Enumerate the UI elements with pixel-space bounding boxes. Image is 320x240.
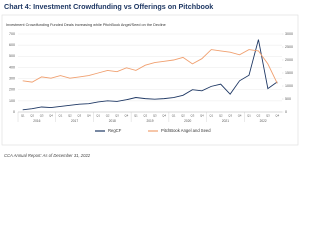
x-tick-label: Q1 — [209, 114, 213, 118]
chart-frame — [1, 14, 299, 146]
x-tick-label: Q3 — [228, 114, 232, 118]
year-label: 2016 — [33, 119, 40, 123]
legend-label: RegCF — [108, 128, 122, 133]
x-tick-label: Q4 — [49, 114, 53, 118]
y2-tick-label: 3000 — [285, 32, 293, 36]
x-tick-label: Q3 — [77, 114, 81, 118]
y-tick-label: 700 — [9, 32, 15, 36]
x-tick-label: Q1 — [59, 114, 63, 118]
page: {"chart_data": {"type": "line", "title":… — [1, 1, 299, 159]
x-tick-label: Q2 — [257, 114, 261, 118]
year-label: 2021 — [222, 119, 229, 123]
y-tick-label: 300 — [9, 77, 15, 81]
x-tick-label: Q4 — [125, 114, 129, 118]
x-tick-label: Q1 — [172, 114, 176, 118]
y2-tick-label: 500 — [285, 97, 291, 101]
y-tick-label: 500 — [9, 54, 15, 58]
footer: CCA Annual Report: As of December 31, 20… — [4, 153, 91, 158]
y-tick-label: 600 — [9, 43, 15, 47]
y-tick-label: 200 — [9, 88, 15, 92]
y2-tick-label: 1000 — [285, 84, 293, 88]
x-tick-label: Q3 — [153, 114, 157, 118]
x-tick-label: Q2 — [30, 114, 34, 118]
chart: Chart 4: Investment Crowdfunding vs Offe… — [1, 2, 299, 158]
x-tick-label: Q1 — [96, 114, 100, 118]
x-tick-label: Q3 — [266, 114, 270, 118]
x-tick-label: Q4 — [162, 114, 166, 118]
x-tick-label: Q2 — [68, 114, 72, 118]
year-label: 2018 — [109, 119, 116, 123]
x-tick-label: Q1 — [21, 114, 25, 118]
x-tick-label: Q1 — [247, 114, 251, 118]
year-label: 2017 — [71, 119, 78, 123]
x-tick-label: Q4 — [275, 114, 279, 118]
legend-label: PitchBook Angel and Seed — [161, 128, 211, 133]
y-tick-label: 400 — [9, 65, 15, 69]
y2-tick-label: 0 — [285, 110, 287, 114]
y-tick-label: 0 — [13, 110, 15, 114]
x-tick-label: Q1 — [134, 114, 138, 118]
x-tick-label: Q4 — [87, 114, 91, 118]
series-line — [22, 49, 278, 84]
y2-tick-label: 2500 — [285, 45, 293, 49]
x-tick-label: Q3 — [115, 114, 119, 118]
y2-tick-label: 2000 — [285, 58, 293, 62]
x-tick-label: Q2 — [181, 114, 185, 118]
x-tick-label: Q2 — [143, 114, 147, 118]
x-tick-label: Q3 — [40, 114, 44, 118]
chart-title: Chart 4: Investment Crowdfunding vs Offe… — [4, 2, 213, 11]
x-tick-label: Q4 — [238, 114, 242, 118]
x-tick-label: Q4 — [200, 114, 204, 118]
year-label: 2022 — [260, 119, 267, 123]
year-label: 2020 — [184, 119, 191, 123]
x-tick-label: Q2 — [106, 114, 110, 118]
y-tick-label: 100 — [9, 99, 15, 103]
y2-tick-label: 1500 — [285, 71, 293, 75]
year-label: 2019 — [146, 119, 153, 123]
series-line — [22, 39, 278, 111]
x-tick-label: Q2 — [219, 114, 223, 118]
chart-subtitle: Investment Crowdfunding Funded Deals inc… — [6, 23, 166, 27]
x-tick-label: Q3 — [191, 114, 195, 118]
